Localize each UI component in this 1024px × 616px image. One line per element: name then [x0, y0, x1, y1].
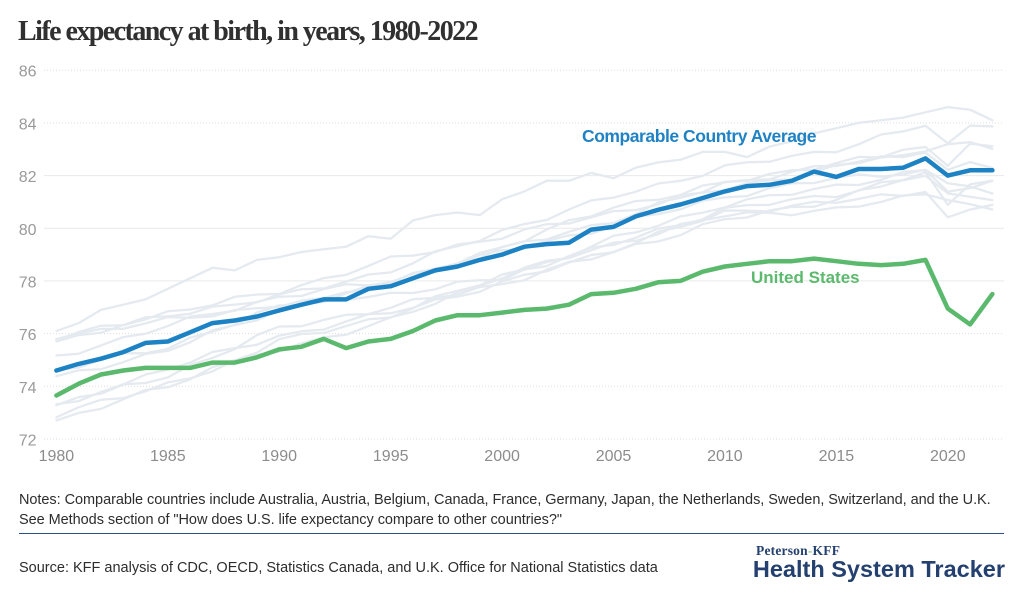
- svg-text:76: 76: [19, 327, 37, 344]
- svg-text:1995: 1995: [373, 448, 409, 465]
- svg-text:2005: 2005: [596, 448, 632, 465]
- svg-text:2020: 2020: [930, 448, 966, 465]
- svg-text:2015: 2015: [819, 448, 855, 465]
- svg-text:72: 72: [19, 433, 37, 450]
- svg-text:1985: 1985: [150, 448, 186, 465]
- svg-text:2000: 2000: [484, 448, 520, 465]
- svg-text:2010: 2010: [707, 448, 743, 465]
- svg-text:86: 86: [19, 64, 37, 81]
- svg-text:82: 82: [19, 169, 37, 186]
- svg-text:78: 78: [19, 274, 37, 291]
- svg-text:1980: 1980: [39, 448, 75, 465]
- svg-text:84: 84: [19, 116, 37, 133]
- svg-text:1990: 1990: [261, 448, 297, 465]
- svg-text:74: 74: [19, 380, 37, 397]
- svg-text:80: 80: [19, 222, 37, 239]
